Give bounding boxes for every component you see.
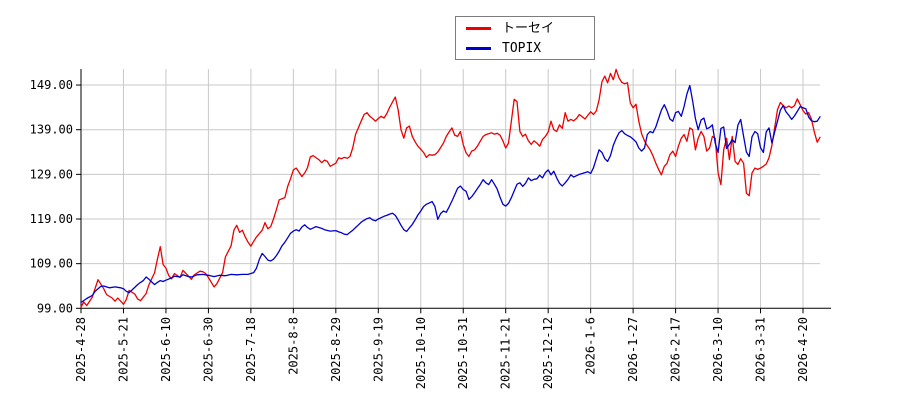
x-axis-label: 2026-4-20 (796, 317, 810, 382)
y-axis-label: 129.00 (30, 167, 73, 181)
x-axis-label: 2025-5-21 (116, 317, 130, 382)
x-axis-label: 2026-3-31 (754, 317, 768, 382)
series-line-tosei (80, 68, 821, 308)
legend-item-topix: TOPIX (466, 40, 594, 57)
chart-legend: トーセイ TOPIX (455, 16, 595, 60)
x-axis-label: 2025-8-29 (329, 317, 343, 382)
x-axis-label: 2025-11-21 (499, 317, 513, 389)
tosei-line-swatch (466, 26, 491, 30)
topix-line-swatch (466, 46, 491, 50)
legend-label-tosei: トーセイ (502, 20, 555, 36)
x-axis-label: 2025-6-10 (159, 317, 173, 382)
x-axis-label: 2025-8-8 (286, 317, 300, 375)
series-lines (80, 68, 821, 308)
x-axis-label: 2025-4-28 (74, 317, 88, 382)
series-line-topix (80, 84, 821, 304)
y-axis-label: 139.00 (30, 123, 73, 137)
gridlines (81, 69, 820, 309)
x-axis-label: 2026-2-17 (669, 317, 683, 382)
x-axis-label: 2025-12-12 (541, 317, 555, 389)
x-axis-label: 2025-9-19 (371, 317, 385, 382)
y-axis-label: 119.00 (30, 212, 73, 226)
x-axis-label: 2025-10-31 (456, 317, 470, 389)
legend-label-topix: TOPIX (502, 40, 542, 56)
x-axis-label: 2026-1-27 (626, 317, 640, 382)
y-axis-label: 149.00 (30, 78, 73, 92)
y-axis-label: 99.00 (37, 301, 73, 315)
x-axis-label: 2025-6-30 (201, 317, 215, 382)
x-axis-label: 2025-7-18 (244, 317, 258, 382)
x-axis-label: 2026-3-10 (711, 317, 725, 382)
legend-item-tosei: トーセイ (466, 20, 594, 37)
x-axis-label: 2026-1-6 (584, 317, 598, 375)
axes (76, 69, 831, 314)
x-axis-label: 2025-10-10 (414, 317, 428, 389)
axis-labels: 99.00 109.00 119.00 129.00 139.00 149.00 2025-… (30, 78, 810, 389)
y-axis-label: 109.00 (30, 257, 73, 271)
